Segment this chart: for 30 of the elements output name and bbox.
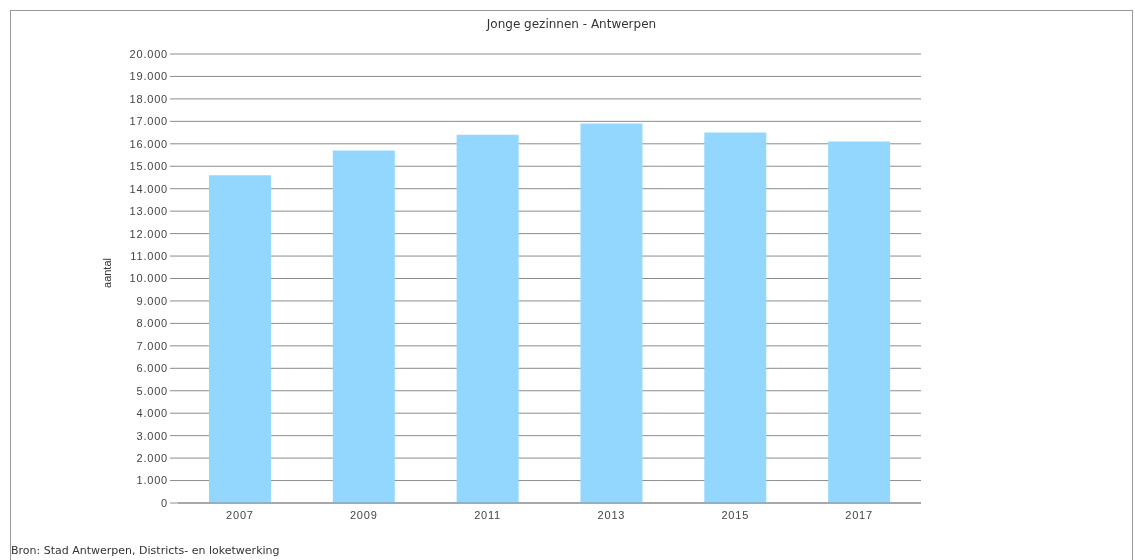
y-tick-label: 6.000 xyxy=(136,362,168,375)
y-tick-label: 4.000 xyxy=(136,407,168,420)
y-tick-label: 14.000 xyxy=(129,182,168,195)
x-tick-label: 2013 xyxy=(597,508,626,521)
y-tick-label: 13.000 xyxy=(129,205,168,218)
y-tick-label: 12.000 xyxy=(129,227,168,240)
y-tick-label: 18.000 xyxy=(129,92,168,105)
y-tick-label: 8.000 xyxy=(136,317,168,330)
y-tick-label: 7.000 xyxy=(136,339,168,352)
x-tick-label: 2011 xyxy=(474,508,502,521)
y-tick-label: 11.000 xyxy=(130,249,168,262)
y-tick-label: 15.000 xyxy=(129,160,168,173)
x-tick-label: 2017 xyxy=(845,508,873,521)
y-tick-label: 20.000 xyxy=(129,47,168,60)
y-tick-label: 17.000 xyxy=(129,115,168,128)
x-tick-label: 2009 xyxy=(349,508,378,521)
text: Bron: Stad Antwerpen, Districts- en loketwerking xyxy=(11,544,280,558)
y-tick-label: 1.000 xyxy=(136,474,168,487)
y-tick-label: 16.000 xyxy=(129,137,168,150)
y-tick-label: 10.000 xyxy=(129,272,168,285)
x-tick-label: 2007 xyxy=(226,508,254,521)
y-axis-title: aantal xyxy=(101,258,113,288)
y-tick-label: 0 xyxy=(161,496,168,509)
chart-title: Jonge gezinnen - Antwerpen xyxy=(485,17,658,31)
y-tick-label: 9.000 xyxy=(136,294,168,307)
y-tick-label: 19.000 xyxy=(129,70,168,83)
y-tick-label: 5.000 xyxy=(136,384,168,397)
y-tick-label: 2.000 xyxy=(136,452,168,465)
x-tick-label: 2015 xyxy=(721,508,750,521)
y-tick-label: 3.000 xyxy=(136,429,168,442)
